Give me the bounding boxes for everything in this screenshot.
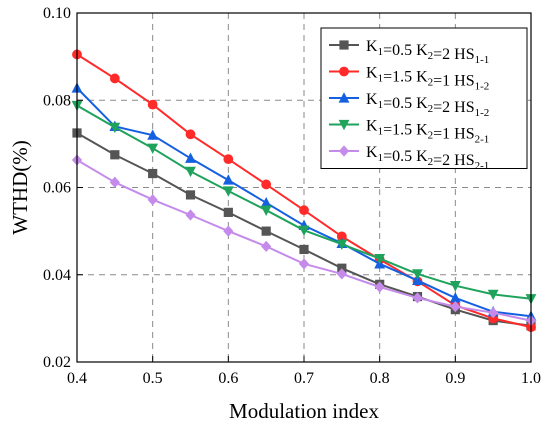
x-axis-title: Modulation index <box>229 399 379 423</box>
y-tick-label: 0.02 <box>43 354 71 371</box>
data-point <box>185 129 196 140</box>
x-tick-label: 0.5 <box>143 370 163 387</box>
data-point <box>222 174 234 185</box>
legend-label: K1=0.5 K2=2 HS1-1 <box>366 38 489 66</box>
data-point <box>185 152 196 163</box>
data-point <box>223 154 234 165</box>
data-point <box>223 225 234 237</box>
x-tick-label: 0.9 <box>445 370 465 387</box>
data-point <box>449 281 461 292</box>
data-point <box>298 225 310 237</box>
data-point <box>412 292 423 304</box>
y-axis-title: WTHD(%) <box>8 140 32 234</box>
data-point <box>223 207 233 217</box>
data-point <box>336 268 347 280</box>
legend-label: K1=1.5 K2=1 HS2-1 <box>366 118 489 146</box>
legend-label: K1=0.5 K2=2 HS1-2 <box>366 91 489 119</box>
data-point <box>374 281 385 293</box>
x-tick-label: 0.4 <box>67 370 87 387</box>
data-point <box>488 307 499 319</box>
legend-swatch-marker <box>338 119 350 131</box>
legend-item: K1=1.5 K2=1 HS1-2 <box>329 65 489 93</box>
data-point <box>487 289 499 301</box>
data-point <box>110 150 120 160</box>
data-point <box>336 231 347 242</box>
data-point <box>449 292 461 303</box>
y-tick-label: 0.04 <box>43 267 71 284</box>
x-tick-label: 0.6 <box>218 370 238 387</box>
data-point <box>185 190 196 200</box>
data-point <box>147 129 159 140</box>
legend-item: K1=0.5 K2=2 HS1-1 <box>329 38 489 66</box>
series-line <box>76 159 532 322</box>
legend-swatch-marker <box>338 92 350 103</box>
series-layer <box>71 49 537 332</box>
data-point <box>299 244 309 255</box>
data-point <box>109 73 120 84</box>
axis-ticks: 0.4 0.5 0.6 0.7 0.8 0.9 1.0 0.02 0.04 0.06 0.08 0.1… <box>43 5 541 387</box>
y-tick-label: 0.06 <box>43 180 71 197</box>
data-point <box>260 196 272 208</box>
legend-swatch-marker <box>339 40 349 50</box>
data-point <box>298 258 310 270</box>
data-point <box>148 168 158 179</box>
data-point <box>261 179 272 190</box>
data-point <box>185 209 196 221</box>
legend-item: K1=1.5 K2=1 HS2-1 <box>329 118 489 146</box>
legend-swatch-marker <box>339 66 349 77</box>
data-point <box>222 186 234 197</box>
legend-label: K1=1.5 K2=1 HS1-2 <box>366 65 489 93</box>
y-tick-label: 0.10 <box>43 5 71 22</box>
data-point <box>337 263 347 273</box>
x-tick-label: 0.8 <box>370 370 390 387</box>
data-point <box>336 239 348 251</box>
data-point <box>450 300 461 313</box>
data-point <box>261 240 272 252</box>
data-point <box>147 143 159 155</box>
data-point <box>374 254 386 265</box>
x-tick-label: 1.0 <box>521 370 541 387</box>
x-tick-label: 0.7 <box>294 370 314 387</box>
data-point <box>147 194 158 206</box>
data-point <box>412 269 423 280</box>
data-point <box>261 226 271 236</box>
legend-label: K1=0.5 K2=2 HS2-1 <box>366 144 489 172</box>
series-5 <box>71 154 537 327</box>
data-point <box>260 205 272 216</box>
data-point <box>412 274 423 286</box>
data-point <box>109 122 121 134</box>
data-point <box>185 166 196 178</box>
legend-swatch-marker <box>338 145 350 157</box>
legend-item: K1=0.5 K2=2 HS2-1 <box>329 144 489 172</box>
y-tick-label: 0.08 <box>43 92 71 109</box>
data-point <box>299 205 309 216</box>
legend-item: K1=0.5 K2=2 HS1-2 <box>329 91 489 119</box>
data-point <box>147 99 158 110</box>
data-point <box>109 176 120 188</box>
legend: K1=0.5 K2=2 HS1-1K1=1.5 K2=1 HS1-2K1=0.5… <box>320 27 528 172</box>
